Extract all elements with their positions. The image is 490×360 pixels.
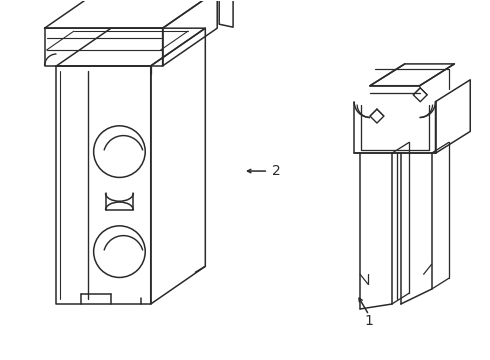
Text: 2: 2 [272, 164, 281, 178]
Text: 1: 1 [365, 314, 373, 328]
